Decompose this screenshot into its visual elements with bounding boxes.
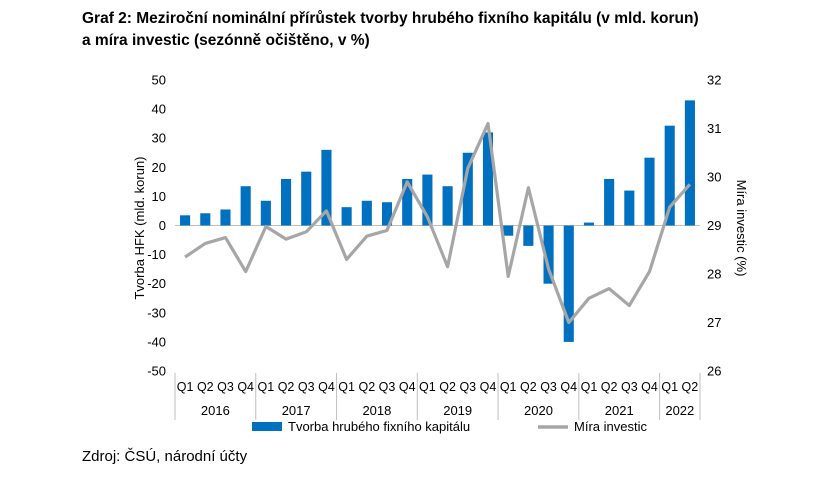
- bar-hfk: [361, 200, 372, 226]
- quarter-label: Q1: [338, 380, 355, 394]
- year-label: 2017: [282, 403, 311, 418]
- chart-title-line2: a míra investic (sezónně očištěno, v %): [82, 32, 370, 49]
- line-mira-investic: [184, 121, 692, 325]
- quarter-label: Q3: [379, 380, 396, 394]
- bar-hfk: [381, 202, 393, 226]
- quarter-label: Q4: [480, 380, 497, 394]
- quarter-label: Q4: [399, 380, 416, 394]
- quarter-label: Q2: [520, 380, 537, 394]
- legend-label-mira-investic: Míra investic: [574, 419, 647, 434]
- left-tick-label: -40: [147, 334, 166, 349]
- source-note: Zdroj: ČSÚ, národní účty: [82, 448, 248, 465]
- bar-hfk: [422, 174, 433, 226]
- quarter-label: Q2: [358, 380, 375, 394]
- quarter-label: Q4: [237, 380, 254, 394]
- bar-hfk: [684, 100, 695, 226]
- legend-swatch-hfk: [252, 422, 282, 431]
- quarter-label: Q1: [258, 380, 275, 394]
- bar-hfk: [301, 171, 312, 226]
- legend-label-hfk: Tvorba hrubého fixního kapitálu: [288, 419, 470, 434]
- year-label: 2021: [605, 403, 634, 418]
- bar-hfk: [180, 215, 191, 226]
- bar-hfk: [402, 178, 413, 226]
- bar-hfk: [664, 125, 675, 226]
- chart-canvas: 50 40 30 20 10 0 -10 -20 -30 -40 -50 32 31 30 29 28 27 2…: [132, 73, 749, 435]
- bar-hfk: [442, 186, 453, 226]
- quarter-label: Q4: [641, 380, 658, 394]
- right-tick-label: 29: [707, 218, 721, 233]
- quarter-label: Q3: [459, 380, 476, 394]
- left-tick-label: 30: [152, 131, 166, 146]
- quarter-label: Q4: [318, 380, 335, 394]
- legend: Tvorba hrubého fixního kapitálu Míra inv…: [252, 419, 647, 434]
- year-label: 2020: [524, 403, 553, 418]
- quarter-label: Q2: [278, 380, 295, 394]
- right-tick-label: 28: [707, 267, 721, 282]
- quarter-label: Q3: [540, 380, 557, 394]
- y-axis-label-right: Míra investic (%): [734, 180, 749, 277]
- left-tick-label: -30: [147, 305, 166, 320]
- bar-hfk: [624, 190, 635, 226]
- left-tick-label: 40: [152, 102, 166, 117]
- quarter-label: Q3: [298, 380, 315, 394]
- bar-hfk: [260, 200, 271, 226]
- year-label: 2019: [443, 403, 472, 418]
- quarter-label: Q1: [419, 380, 436, 394]
- quarter-label: Q1: [177, 380, 194, 394]
- right-axis-ticks: 32 31 30 29 28 27 26: [707, 73, 721, 379]
- quarter-label: Q1: [581, 380, 598, 394]
- year-label: 2016: [201, 403, 230, 418]
- bar-hfk: [240, 186, 251, 226]
- quarter-label: Q2: [601, 380, 618, 394]
- right-tick-label: 26: [707, 364, 721, 379]
- year-label: 2022: [665, 403, 694, 418]
- right-tick-label: 31: [707, 121, 721, 136]
- bar-hfk: [523, 225, 534, 246]
- right-tick-label: 27: [707, 315, 721, 330]
- quarter-label: Q3: [217, 380, 234, 394]
- left-tick-label: -50: [147, 364, 166, 379]
- quarter-label: Q4: [560, 380, 577, 394]
- bar-hfk: [341, 207, 352, 226]
- left-tick-label: 10: [152, 189, 166, 204]
- bar-hfk: [604, 178, 615, 226]
- bar-hfk: [563, 225, 574, 342]
- left-tick-label: -10: [147, 247, 166, 262]
- left-tick-label: 0: [159, 218, 166, 233]
- left-tick-label: 50: [152, 73, 166, 88]
- quarter-label: Q2: [682, 380, 699, 394]
- right-tick-label: 30: [707, 170, 721, 185]
- quarter-label: Q2: [197, 380, 214, 394]
- x-axis-categories: Q1 Q2 Q3 Q4 Q1 Q2 Q3 Q4 Q1 Q2 Q3 Q4 Q1 Q2 Q3 Q4 Q1 Q2 Q3 Q4…: [174, 373, 701, 420]
- bar-hfk: [543, 225, 554, 284]
- year-label: 2018: [362, 403, 391, 418]
- bar-hfk: [644, 157, 655, 226]
- chart-title-line1: Graf 2: Meziroční nominální přírůstek tv…: [82, 10, 699, 27]
- bar-series-hfk: [180, 100, 695, 342]
- chart-title: Graf 2: Meziroční nominální přírůstek tv…: [82, 8, 822, 52]
- quarter-label: Q1: [500, 380, 517, 394]
- bar-hfk: [482, 132, 494, 226]
- bar-hfk: [321, 149, 332, 226]
- left-tick-label: -20: [147, 276, 166, 291]
- line-series-mira-investic: [184, 121, 692, 325]
- bar-hfk: [200, 213, 211, 226]
- right-tick-label: 32: [707, 73, 721, 88]
- bar-hfk: [220, 209, 231, 226]
- quarter-label: Q2: [439, 380, 456, 394]
- bar-hfk: [583, 222, 594, 226]
- bar-hfk: [462, 152, 473, 226]
- left-tick-label: 20: [152, 160, 166, 175]
- y-axis-label-left: Tvorba HFK (mld. korun): [132, 156, 147, 299]
- quarter-label: Q3: [621, 380, 638, 394]
- left-axis-ticks: 50 40 30 20 10 0 -10 -20 -30 -40 -50: [147, 73, 166, 379]
- quarter-label: Q1: [661, 380, 678, 394]
- bar-hfk: [281, 178, 292, 226]
- bar-hfk: [503, 225, 514, 236]
